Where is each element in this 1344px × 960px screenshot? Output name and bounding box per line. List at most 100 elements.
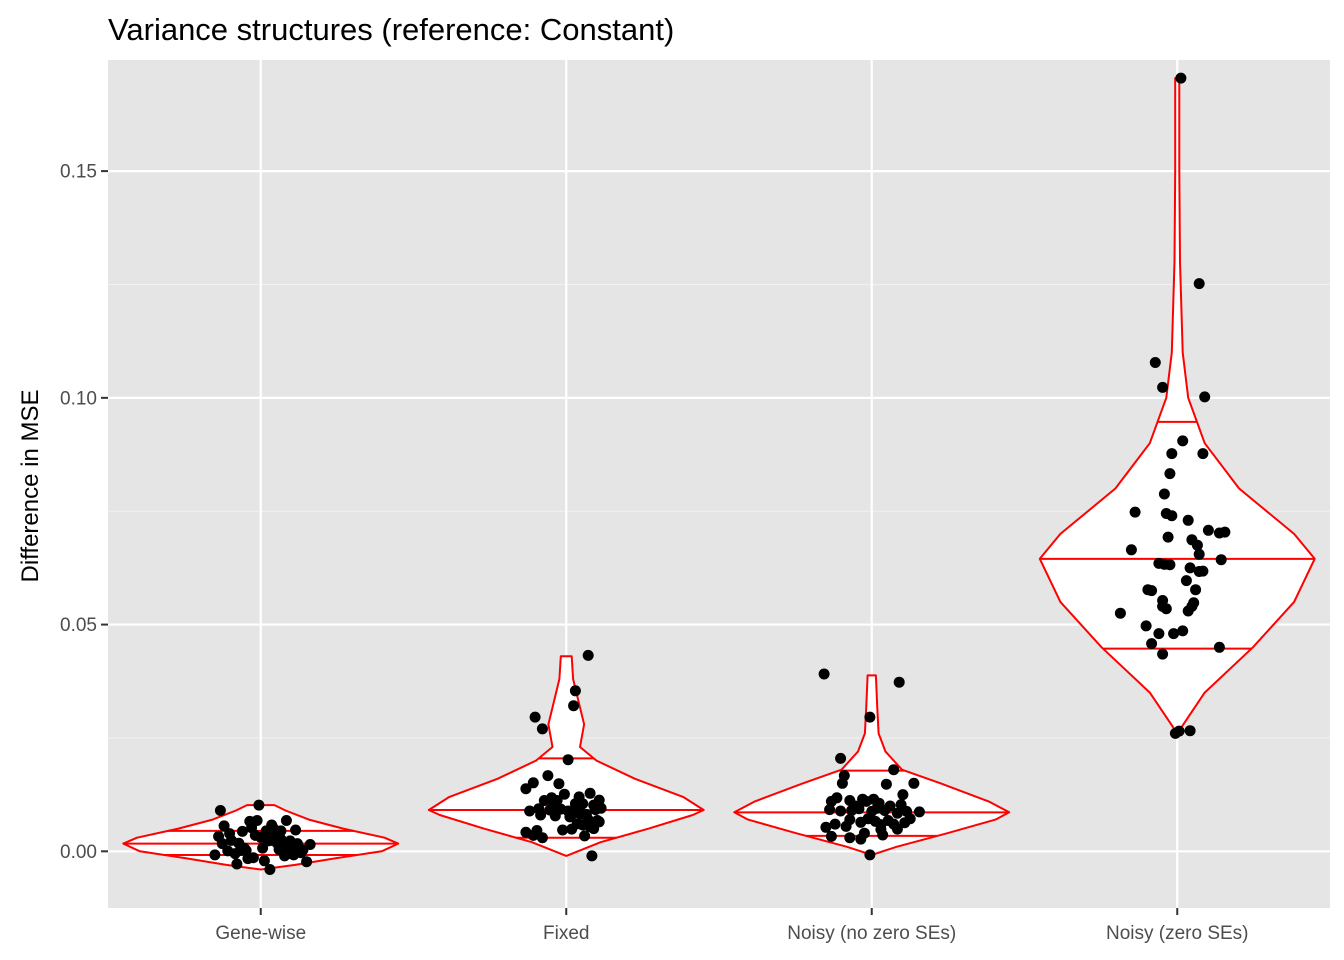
data-point <box>913 806 925 818</box>
data-point <box>1168 628 1180 640</box>
data-point <box>1177 625 1189 637</box>
data-point <box>844 832 856 844</box>
chart-title: Variance structures (reference: Constant… <box>108 12 674 47</box>
data-point <box>582 649 594 661</box>
data-point <box>280 815 292 826</box>
data-point <box>818 668 830 680</box>
data-point <box>1129 506 1141 518</box>
data-point <box>880 778 892 790</box>
data-point <box>549 810 561 822</box>
data-point <box>251 815 263 826</box>
data-point <box>1146 638 1158 650</box>
data-point <box>1184 725 1196 737</box>
data-point <box>1166 448 1178 460</box>
data-point <box>831 792 843 804</box>
data-point <box>235 844 247 856</box>
data-point <box>1158 488 1170 500</box>
data-point <box>864 711 876 723</box>
data-point <box>1182 605 1194 617</box>
data-point <box>536 832 548 844</box>
data-point <box>218 820 230 832</box>
data-point <box>557 824 569 836</box>
data-point <box>1160 603 1172 615</box>
data-point <box>586 850 598 862</box>
data-point <box>242 853 254 865</box>
data-point <box>301 856 313 868</box>
data-point <box>542 770 554 782</box>
data-point <box>1199 391 1211 403</box>
data-point <box>824 804 836 816</box>
data-point <box>527 829 539 841</box>
data-point <box>1140 620 1152 632</box>
data-point <box>1153 628 1165 640</box>
data-point <box>584 787 596 799</box>
data-point <box>844 814 856 826</box>
data-point <box>1213 641 1225 653</box>
y-tick-label: 0.05 <box>60 615 97 636</box>
data-point <box>568 700 580 712</box>
data-point <box>535 809 547 821</box>
data-point <box>829 818 841 830</box>
data-point <box>835 805 847 817</box>
data-point <box>569 685 581 697</box>
data-point <box>258 855 270 867</box>
data-point <box>891 823 903 835</box>
data-point <box>853 803 865 815</box>
data-point <box>562 754 574 766</box>
data-point <box>564 811 576 823</box>
data-point <box>1164 468 1176 480</box>
data-point <box>1213 527 1225 539</box>
data-point <box>1164 559 1176 571</box>
data-point <box>538 795 550 806</box>
data-point <box>288 849 300 861</box>
data-point <box>893 676 905 688</box>
data-point <box>1184 562 1196 574</box>
y-tick-label: 0.15 <box>60 162 97 183</box>
data-point <box>236 825 248 837</box>
data-point <box>1180 575 1192 587</box>
data-point <box>520 783 532 795</box>
data-point <box>297 844 309 856</box>
data-point <box>524 805 536 817</box>
data-point <box>1157 648 1169 660</box>
data-point <box>593 816 605 828</box>
jitter-points <box>209 72 1231 875</box>
data-point <box>888 764 900 776</box>
data-point <box>855 833 867 845</box>
data-point <box>536 723 548 735</box>
data-point <box>1197 565 1209 577</box>
x-tick-label: Noisy (no zero SEs) <box>787 923 956 944</box>
data-point <box>1202 524 1214 536</box>
data-point <box>908 777 920 789</box>
data-point <box>1157 381 1169 393</box>
data-point <box>836 777 848 789</box>
data-point <box>579 830 591 842</box>
data-point <box>1146 585 1158 597</box>
data-point <box>264 864 276 875</box>
y-axis: 0.00 0.05 0.10 0.15 <box>60 162 108 863</box>
data-point <box>1182 514 1194 526</box>
data-point <box>835 752 847 764</box>
data-point <box>290 824 302 836</box>
data-point <box>877 829 889 841</box>
data-point <box>595 802 607 814</box>
x-tick-label: Noisy (zero SEs) <box>1106 923 1249 944</box>
x-tick-label: Fixed <box>543 923 589 944</box>
data-point <box>573 791 585 803</box>
data-point <box>1191 539 1203 551</box>
data-point <box>527 777 539 789</box>
data-point <box>1162 531 1174 543</box>
x-tick-label: Gene-wise <box>215 923 306 944</box>
data-point <box>1193 548 1205 560</box>
data-point <box>825 830 837 842</box>
data-point <box>864 849 876 861</box>
data-point <box>1190 584 1202 596</box>
data-point <box>253 799 265 811</box>
data-point <box>209 849 221 861</box>
x-axis: Gene-wise Fixed Noisy (no zero SEs) Noisy (… <box>215 908 1249 944</box>
data-point <box>1177 435 1189 447</box>
data-point <box>266 834 278 846</box>
data-point <box>1197 448 1209 460</box>
y-axis-label: Difference in MSE <box>17 390 44 583</box>
